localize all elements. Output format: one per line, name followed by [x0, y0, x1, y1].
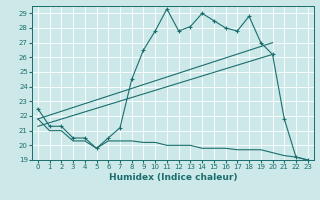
X-axis label: Humidex (Indice chaleur): Humidex (Indice chaleur) — [108, 173, 237, 182]
